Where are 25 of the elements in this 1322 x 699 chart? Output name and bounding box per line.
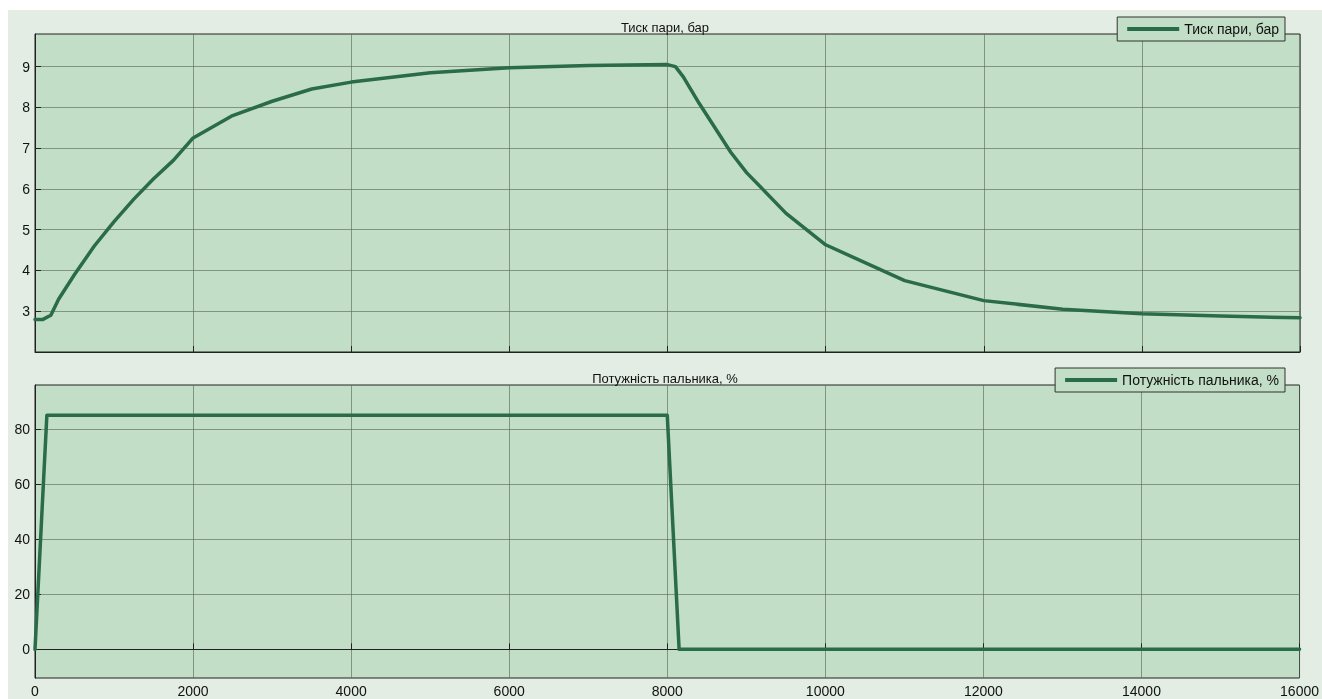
chart-title: Потужність пальника, %: [592, 371, 739, 386]
x-tick-label: 8000: [651, 683, 684, 699]
y-tick-label: 5: [22, 221, 31, 238]
y-tick-label: 80: [14, 421, 31, 438]
legend-label: Потужність пальника, %: [1122, 372, 1280, 388]
x-tick-label: 14000: [1122, 683, 1162, 699]
line-series: [33, 62, 1302, 322]
x-tick-label: 2000: [177, 683, 209, 699]
chart-title: Тиск пари, бар: [620, 20, 710, 35]
x-tick-label: 10000: [805, 683, 846, 699]
x-tick-label: 12000: [963, 683, 1004, 699]
y-tick-label: 8: [22, 99, 31, 116]
y-tick-label: 40: [14, 531, 31, 548]
legend-label: Тиск пари, бар: [1184, 21, 1280, 37]
y-tick-label: 4: [22, 262, 31, 279]
y-tick-label: 60: [14, 476, 31, 493]
x-tick-label: 6000: [493, 683, 525, 699]
y-tick-label: 7: [22, 140, 31, 157]
y-tick-label: 3: [22, 303, 31, 320]
y-tick-label: 0: [22, 641, 31, 658]
y-tick-label: 9: [22, 58, 31, 75]
y-tick-label: 6: [22, 180, 31, 197]
y-tick-label: 20: [14, 586, 31, 603]
x-tick-label: 16000: [1280, 683, 1320, 699]
x-tick-label: 4000: [335, 683, 367, 699]
